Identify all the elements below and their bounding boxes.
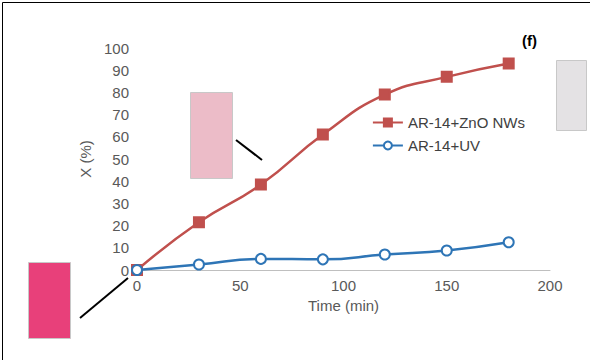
svg-text:200: 200 <box>537 277 562 294</box>
svg-text:(f): (f) <box>522 32 537 49</box>
svg-text:40: 40 <box>112 173 129 190</box>
svg-text:70: 70 <box>112 106 129 123</box>
svg-text:10: 10 <box>112 239 129 256</box>
svg-text:100: 100 <box>104 40 129 57</box>
svg-text:20: 20 <box>112 217 129 234</box>
svg-text:100: 100 <box>331 277 356 294</box>
svg-text:AR-14+UV: AR-14+UV <box>408 137 480 154</box>
svg-text:30: 30 <box>112 195 129 212</box>
svg-text:90: 90 <box>112 62 129 79</box>
svg-text:0: 0 <box>133 277 141 294</box>
svg-text:AR-14+ZnO NWs: AR-14+ZnO NWs <box>408 114 525 131</box>
svg-text:150: 150 <box>434 277 459 294</box>
svg-text:50: 50 <box>112 151 129 168</box>
svg-text:X (%): X (%) <box>77 140 94 178</box>
svg-text:60: 60 <box>112 128 129 145</box>
svg-text:0: 0 <box>121 262 129 279</box>
svg-text:80: 80 <box>112 84 129 101</box>
svg-text:Time (min): Time (min) <box>308 297 379 314</box>
svg-text:50: 50 <box>232 277 249 294</box>
